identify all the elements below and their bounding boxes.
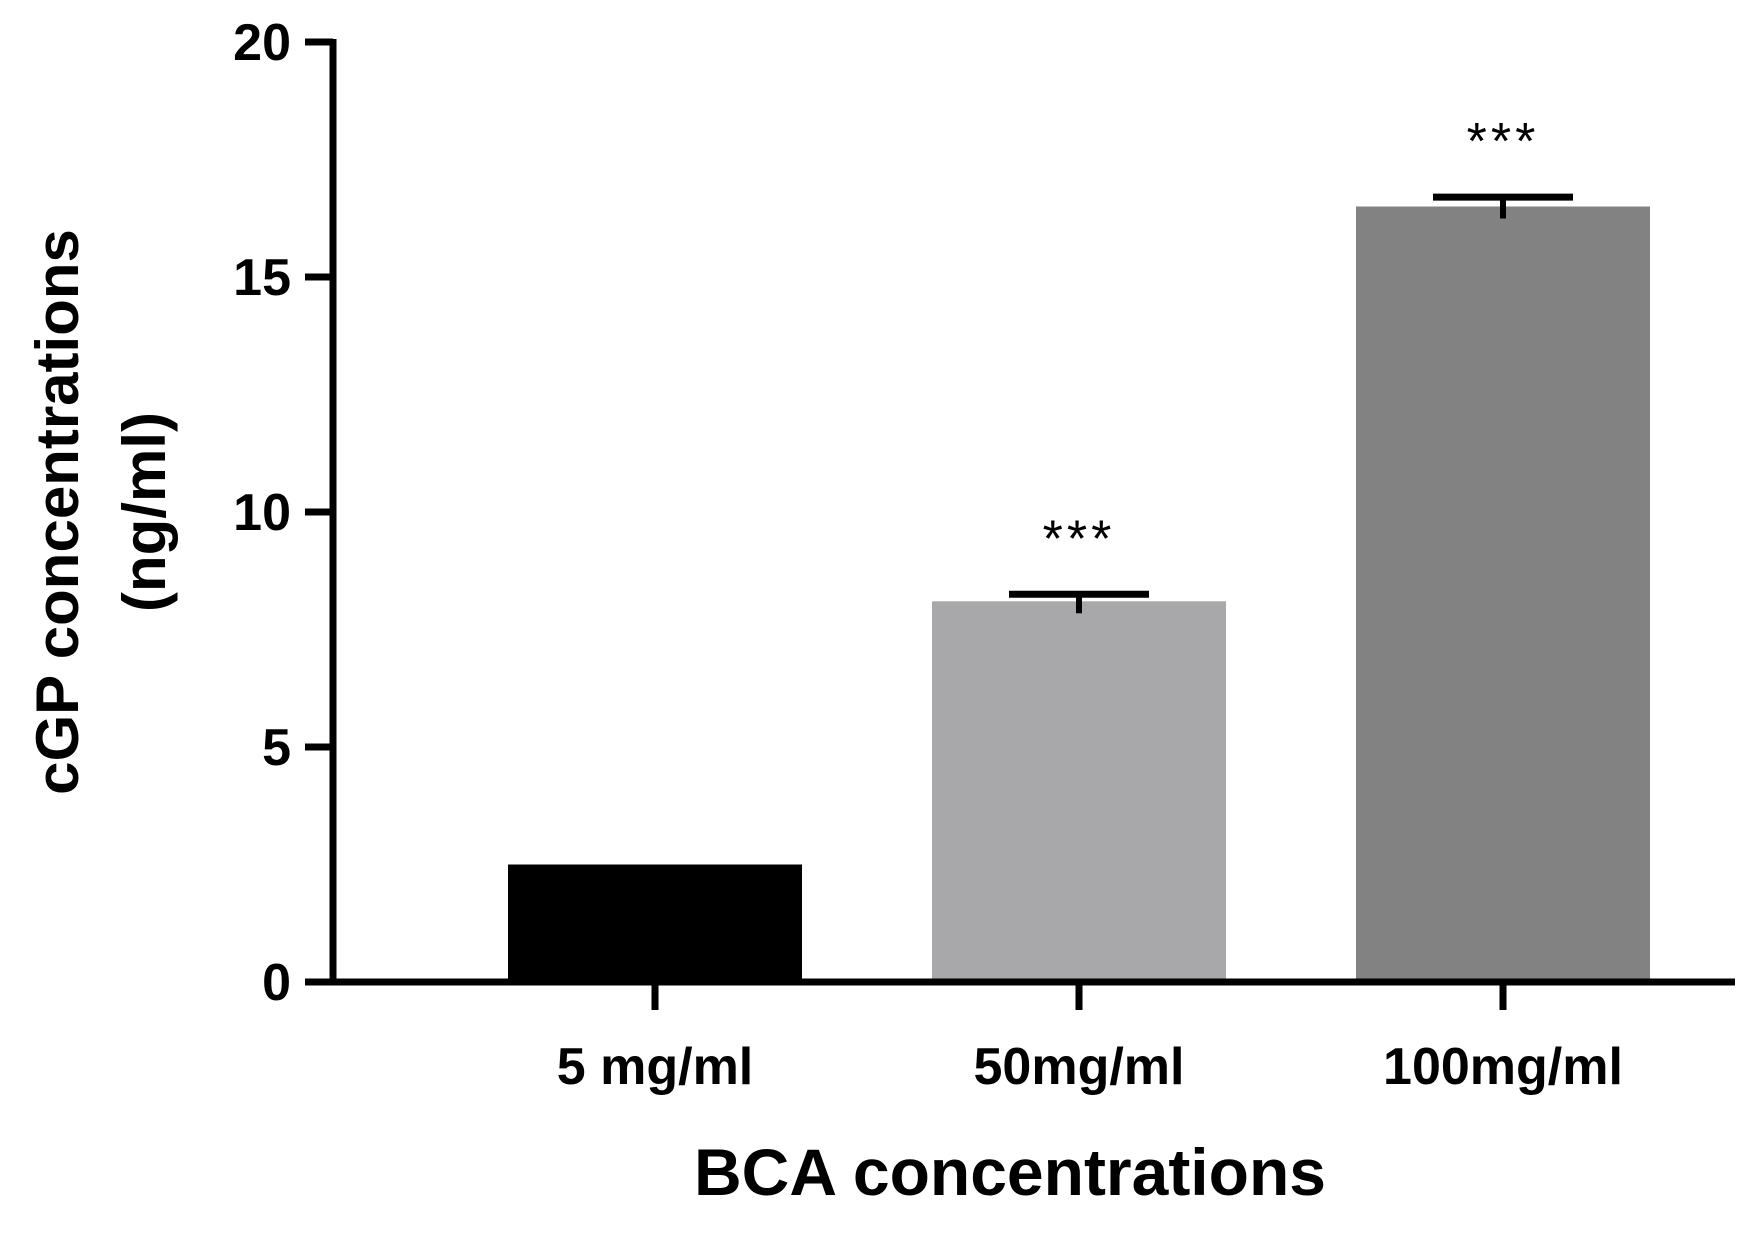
- bar: [932, 601, 1226, 982]
- y-axis-title-line-1: cGP concentrations: [24, 229, 91, 795]
- y-tick-label: 0: [262, 954, 291, 1012]
- ticks-layer: 0 5 10 15 20 5 mg/ml 50mg/ml 100mg/ml: [233, 14, 1623, 1096]
- y-tick-label: 20: [233, 14, 291, 72]
- x-tick-label: 50mg/ml: [974, 1038, 1185, 1096]
- x-axis-title: BCA concentrations: [694, 1135, 1326, 1209]
- x-tick-label: 100mg/ml: [1383, 1038, 1623, 1096]
- significance-label: ***: [1467, 113, 1540, 171]
- bars-layer: *** ***: [508, 113, 1650, 982]
- y-axis-title-line-2: (ng/ml): [111, 412, 178, 612]
- bar: [1356, 206, 1650, 982]
- x-tick-label: 5 mg/ml: [557, 1038, 754, 1096]
- bar: [508, 864, 802, 982]
- y-tick-label: 5: [262, 719, 291, 777]
- y-tick-label: 10: [233, 484, 291, 542]
- y-axis-title: cGP concentrations (ng/ml): [24, 229, 178, 795]
- significance-label: ***: [1043, 510, 1116, 568]
- y-tick-label: 15: [233, 249, 291, 307]
